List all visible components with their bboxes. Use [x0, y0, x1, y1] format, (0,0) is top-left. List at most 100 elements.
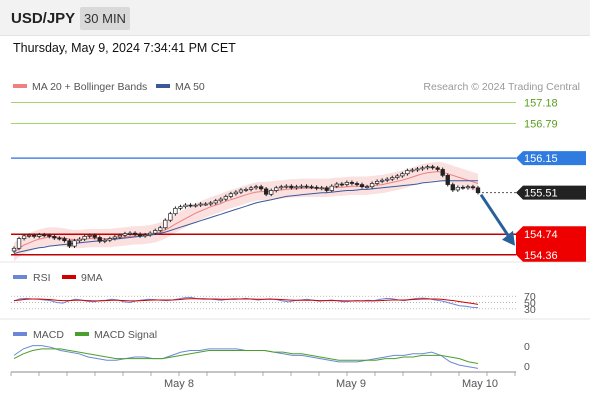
- candle: [380, 179, 385, 182]
- level-label: 155.51: [524, 188, 558, 200]
- candle: [233, 191, 239, 195]
- candle: [47, 234, 52, 237]
- candle: [72, 240, 77, 247]
- candle: [188, 204, 193, 207]
- candle: [415, 168, 420, 171]
- candle: [445, 175, 450, 185]
- timeframe-button[interactable]: 30 MIN: [80, 7, 130, 30]
- legend-swatch: [156, 84, 170, 88]
- candle: [405, 170, 410, 175]
- candle: [208, 202, 213, 205]
- candle: [430, 166, 435, 169]
- candle: [193, 204, 198, 207]
- candle: [294, 186, 299, 189]
- rsi-tick: 50: [524, 298, 536, 310]
- candle: [102, 239, 107, 242]
- candle: [183, 204, 188, 208]
- bollinger-band: [14, 161, 478, 262]
- candle: [395, 175, 400, 178]
- candle: [344, 182, 350, 185]
- candle: [284, 185, 289, 188]
- candle: [299, 185, 304, 188]
- candle: [309, 186, 314, 189]
- candle: [82, 236, 87, 240]
- candle: [62, 238, 67, 242]
- x-tick-label: May 10: [462, 378, 498, 390]
- candle: [289, 185, 294, 189]
- candle: [11, 247, 17, 252]
- candle: [117, 234, 123, 238]
- ma20-line: [13, 171, 479, 253]
- candle: [213, 200, 218, 204]
- candle: [440, 169, 445, 176]
- candle: [460, 186, 466, 189]
- candle: [153, 230, 158, 234]
- resistance-marker: [516, 151, 586, 166]
- candle: [228, 193, 234, 197]
- candle: [77, 238, 82, 242]
- candle: [223, 196, 228, 200]
- rsi-tick: 30: [524, 304, 536, 316]
- candle: [329, 185, 334, 191]
- candle: [274, 187, 279, 191]
- candle: [390, 177, 395, 180]
- level-label: 156.15: [524, 153, 558, 165]
- macd-signal-line: [13, 348, 479, 364]
- candle: [178, 206, 183, 209]
- candle: [37, 234, 42, 237]
- candle: [16, 238, 22, 249]
- candle: [21, 235, 27, 239]
- rsi-tick: 70: [524, 291, 536, 303]
- candle: [52, 236, 57, 239]
- candle: [475, 187, 481, 194]
- candle: [369, 183, 375, 188]
- candle: [264, 188, 269, 195]
- legend-swatch: [13, 84, 27, 88]
- candle: [26, 234, 32, 237]
- level-label: 154.74: [524, 229, 558, 241]
- candle: [112, 236, 118, 239]
- candle: [163, 219, 168, 229]
- candle: [425, 166, 430, 169]
- macd-tick: 0: [524, 341, 530, 353]
- candle: [465, 186, 471, 189]
- legend-label: MACD: [33, 329, 64, 341]
- legend-label: 9MA: [81, 272, 103, 284]
- level-label: 157.18: [524, 97, 558, 109]
- top-bar: USD/JPY 30 MIN: [0, 0, 590, 36]
- candle: [420, 167, 425, 170]
- candle: [349, 182, 355, 184]
- candle: [435, 167, 440, 170]
- macd-tick: 0: [524, 361, 530, 373]
- candle: [339, 183, 344, 186]
- candle: [238, 189, 244, 193]
- x-tick-label: May 8: [164, 378, 194, 390]
- candle: [87, 234, 92, 237]
- candle: [364, 186, 370, 189]
- legend-label: RSI: [33, 272, 51, 284]
- research-credit: Research © 2024 Trading Central: [423, 81, 580, 93]
- candle: [148, 232, 153, 236]
- candle: [203, 203, 208, 206]
- candle: [334, 183, 339, 187]
- candle: [32, 234, 37, 237]
- candle: [258, 186, 264, 190]
- candle: [269, 190, 274, 195]
- candle: [470, 186, 476, 189]
- candle: [158, 227, 163, 231]
- rsi-ma-line: [13, 298, 479, 305]
- legend-swatch: [62, 275, 76, 279]
- candle: [400, 173, 405, 177]
- candle: [319, 187, 324, 190]
- candle: [243, 189, 249, 191]
- projection-arrow-head: [502, 230, 515, 246]
- candle: [218, 198, 223, 202]
- legend-swatch: [75, 332, 89, 336]
- candle: [314, 186, 319, 189]
- candle: [198, 203, 203, 206]
- legend-label: MACD Signal: [94, 329, 157, 341]
- candle: [359, 184, 365, 188]
- timestamp: Thursday, May 9, 2024 7:34:41 PM CET: [13, 41, 236, 55]
- candle: [450, 184, 455, 191]
